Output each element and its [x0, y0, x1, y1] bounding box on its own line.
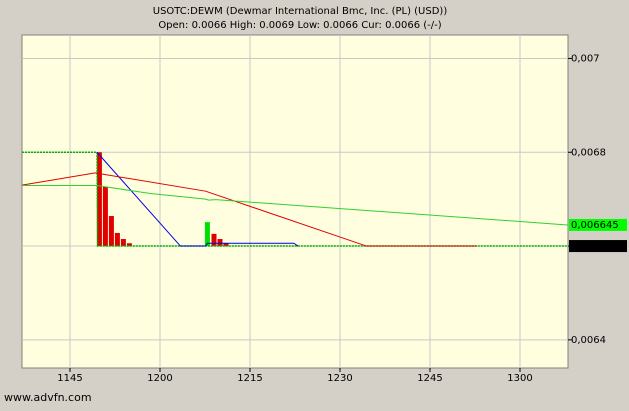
- volume-bar: [102, 186, 108, 247]
- chart-title: USOTC:DEWM (Dewmar International Bmc, In…: [153, 6, 448, 17]
- x-tick-label: 1215: [237, 373, 262, 384]
- volume-bar: [108, 216, 114, 247]
- volume-bar: [126, 243, 132, 247]
- source: www.advfn.com: [4, 391, 92, 404]
- volume-bar: [114, 232, 120, 247]
- plot-area: [21, 34, 569, 369]
- y-tick-label: 0,0068: [571, 147, 606, 158]
- x-tick-label: 1300: [507, 373, 532, 384]
- x-tick-label: 1230: [327, 373, 352, 384]
- y-tick-label: 0,007: [571, 53, 600, 64]
- price-line: [96, 151, 299, 247]
- price-line: [21, 172, 477, 247]
- y-tick-label: 0,0064: [571, 335, 606, 346]
- price-tag-label: 0,006645: [571, 220, 619, 231]
- volume-bar: [223, 243, 229, 247]
- price-tag: [569, 240, 627, 253]
- price-line: [22, 151, 568, 247]
- chart-subtitle: Open: 0.0066 High: 0.0069 Low: 0.0066 Cu…: [158, 20, 441, 31]
- x-tick-label: 1200: [147, 373, 172, 384]
- volume-bar: [211, 233, 217, 247]
- x-tick-label: 1245: [417, 373, 442, 384]
- volume-bar: [204, 222, 210, 247]
- price-tag: [569, 218, 627, 231]
- volume-bar: [96, 152, 102, 247]
- volume-bar: [217, 239, 223, 247]
- volume-bar: [120, 239, 126, 247]
- x-tick-label: 1145: [57, 373, 82, 384]
- price-line: [22, 185, 568, 226]
- price-tag-label: 0,0066: [571, 241, 606, 252]
